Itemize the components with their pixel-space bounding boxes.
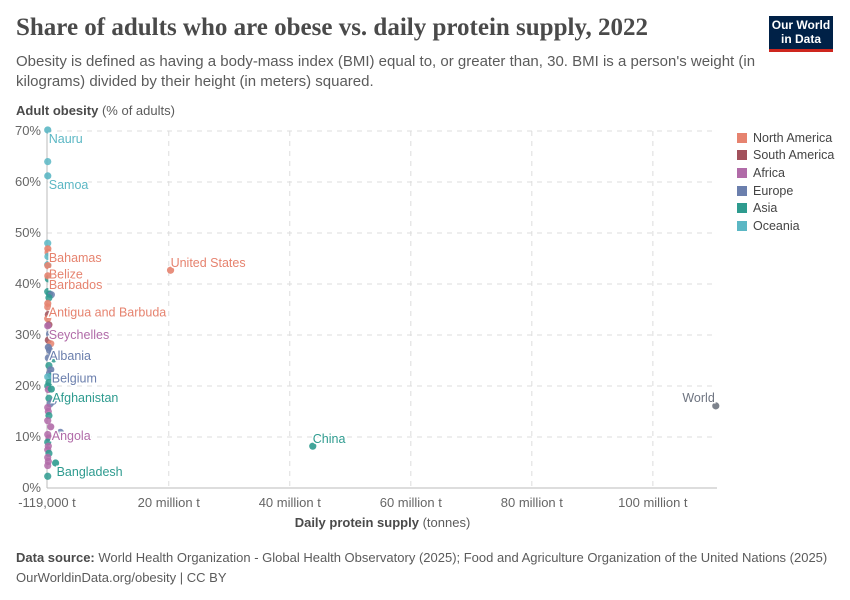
data-point (56, 428, 65, 437)
y-tick-label: 50% (15, 225, 41, 240)
point-label: World (682, 391, 714, 405)
data-point-nauru (44, 126, 52, 134)
point-label: Seychelles (49, 328, 109, 342)
x-axis-label-main: Daily protein supply (294, 515, 419, 530)
data-point (44, 354, 52, 362)
data-point-belize (44, 262, 52, 270)
legend-label: Africa (753, 165, 785, 180)
point-label: Samoa (49, 178, 89, 192)
owid-logo[interactable]: Our World in Data (769, 16, 833, 52)
data-point (44, 461, 52, 470)
data-point-belgium (47, 366, 55, 374)
legend-item[interactable]: Europe (737, 182, 834, 200)
y-axis-label: Adult obesity (% of adults) (16, 103, 175, 118)
x-tick-label: 40 million t (259, 495, 322, 510)
point-label: Nauru (49, 132, 83, 146)
legend-label: North America (753, 130, 833, 145)
point-label: China (313, 432, 346, 446)
y-tick-label: 20% (15, 378, 41, 393)
y-tick-label: 40% (15, 276, 41, 291)
legend-item[interactable]: Oceania (737, 217, 834, 235)
legend-swatch (737, 203, 747, 214)
legend-swatch (737, 220, 747, 231)
data-point (48, 349, 56, 357)
data-point (53, 331, 62, 339)
data-point (44, 373, 52, 381)
data-point (44, 239, 52, 247)
data-point-united-states (166, 266, 175, 274)
legend-item[interactable]: North America (737, 129, 834, 147)
legend: North America South America Africa Europe As… (737, 129, 834, 235)
legend-label: South America (753, 148, 835, 163)
data-point-angola (47, 423, 55, 431)
legend-label: Asia (753, 201, 778, 216)
point-label: United States (171, 256, 246, 270)
data-point-samoa (44, 172, 52, 180)
data-point-antigua-and-barbuda (44, 299, 52, 307)
data-point-albania (44, 343, 52, 351)
legend-swatch (737, 132, 747, 143)
data-point (50, 355, 58, 363)
x-tick-label: -119,000 t (18, 495, 76, 510)
data-point-bangladesh (51, 459, 60, 467)
point-label: Belgium (52, 372, 97, 386)
data-point-barbados (44, 272, 52, 280)
footer: Data source: World Health Organization -… (16, 548, 827, 588)
y-tick-label: 30% (15, 327, 41, 342)
y-tick-label: 60% (15, 174, 41, 189)
y-tick-label: 0% (22, 480, 41, 495)
data-point (44, 472, 52, 480)
legend-swatch (737, 150, 747, 161)
y-tick-label: 10% (15, 429, 41, 444)
legend-item[interactable]: Africa (737, 164, 834, 182)
data-point (44, 417, 52, 425)
y-axis-label-unit: (% of adults) (101, 103, 175, 118)
data-point-china (309, 442, 317, 450)
point-label: Bahamas (49, 251, 102, 265)
data-point (62, 309, 71, 318)
x-tick-label: 80 million t (501, 495, 564, 510)
data-point (45, 330, 54, 338)
data-point-bahamas (44, 245, 52, 253)
point-label: Barbados (49, 278, 103, 292)
point-label: Afghanistan (52, 391, 118, 405)
data-point (45, 294, 53, 302)
data-point (49, 374, 57, 382)
chart-title: Share of adults who are obese vs. daily … (16, 14, 649, 41)
legend-swatch (737, 185, 747, 196)
point-label: Albania (49, 349, 91, 363)
data-point (44, 158, 52, 166)
x-tick-label: 60 million t (380, 495, 443, 510)
y-axis-label-main: Adult obesity (16, 103, 99, 118)
legend-swatch (737, 167, 747, 178)
y-tick-label: 70% (15, 123, 41, 138)
x-tick-label: 20 million t (138, 495, 201, 510)
x-axis-label: Daily protein supply (tonnes) (0, 515, 765, 530)
data-point (44, 252, 52, 261)
chart-subtitle: Obesity is defined as having a body-mass… (16, 53, 756, 90)
point-label: Antigua and Barbuda (49, 305, 167, 319)
point-label: Bangladesh (57, 465, 123, 479)
logo-line2: in Data (780, 32, 821, 46)
point-label: Angola (52, 429, 91, 443)
legend-label: Europe (753, 183, 794, 198)
source-label: Data source: (16, 550, 95, 565)
legend-item[interactable]: Asia (737, 199, 834, 217)
x-tick-label: 100 million t (618, 495, 688, 510)
logo-line1: Our World (771, 18, 831, 32)
x-axis-label-unit: (tonnes) (422, 515, 471, 530)
legend-item[interactable]: South America (737, 147, 834, 165)
legend-label: Oceania (753, 218, 800, 233)
data-point (44, 315, 52, 323)
source-text: World Health Organization - Global Healt… (98, 550, 828, 565)
data-point-seychelles (44, 322, 52, 330)
point-label: Belize (49, 268, 83, 282)
source-url[interactable]: OurWorldinData.org/obesity | CC BY (16, 570, 227, 585)
data-point-world (712, 402, 720, 410)
data-point-afghanistan (47, 385, 55, 393)
